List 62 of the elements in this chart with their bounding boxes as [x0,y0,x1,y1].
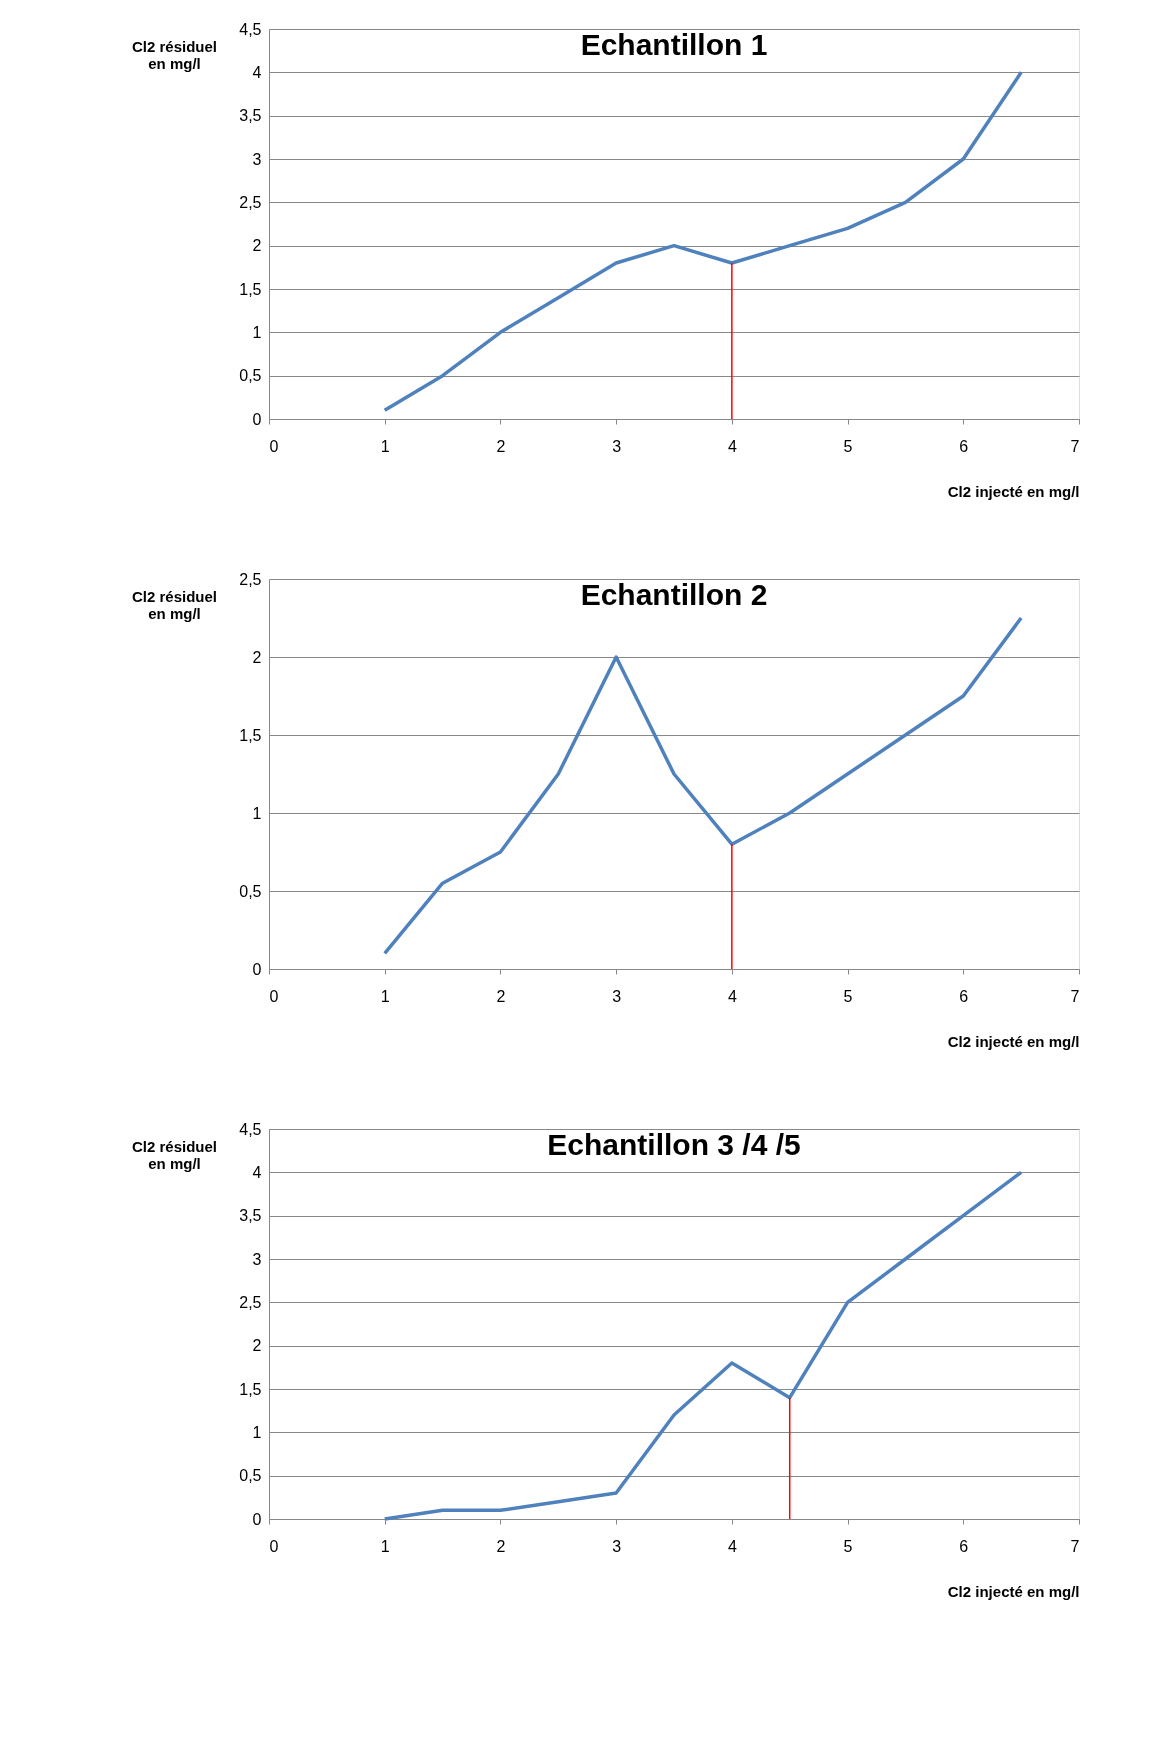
y-tick-label: 1 [252,323,262,341]
x-tick-label: 7 [1070,437,1080,455]
y-tick-label: 2,5 [239,570,262,588]
chart-title: Echantillon 3 /4 /5 [547,1128,801,1161]
y-tick-label: 1,5 [239,726,262,744]
x-tick-label: 6 [959,437,969,455]
x-tick-label: 5 [843,1537,853,1555]
y-tick-label: 1 [252,1423,262,1441]
y-tick-label: 2 [252,237,262,255]
x-tick-label: 1 [380,1537,390,1555]
y-tick-label: 3 [252,150,262,168]
y-axis-title: Cl2 résiduel en mg/l [131,1137,218,1172]
x-tick-label: 4 [727,1537,737,1555]
y-tick-label: 0,5 [239,1467,262,1485]
line-series [382,616,1023,956]
x-tick-label: 3 [612,1537,622,1555]
y-tick-label: 0 [252,1510,262,1528]
y-tick-label: 2 [252,648,262,666]
y-tick-label: 1 [252,804,262,822]
x-tick-label: 0 [269,987,279,1005]
chart-title: Echantillon 2 [580,578,768,611]
y-tick-label: 1,5 [239,1380,262,1398]
x-tick-label: 0 [269,437,279,455]
x-axis-title: Cl2 injecté en mg/l [947,1582,1080,1600]
x-tick-label: 2 [496,987,506,1005]
x-tick-label: 7 [1070,1537,1080,1555]
y-tick-label: 2,5 [239,1293,262,1311]
line-series [382,1170,1023,1521]
x-tick-label: 6 [959,1537,969,1555]
x-tick-label: 1 [380,987,390,1005]
line-series [382,70,1023,413]
y-axis-title: Cl2 résiduel en mg/l [131,587,218,622]
x-tick-label: 5 [843,437,853,455]
y-tick-label: 2 [252,1337,262,1355]
chart-title: Echantillon 1 [580,28,768,61]
y-tick-label: 0 [252,410,262,428]
x-tick-label: 1 [380,437,390,455]
y-tick-label: 4,5 [239,1120,262,1138]
x-tick-label: 2 [496,437,506,455]
y-axis-title: Cl2 résiduel en mg/l [131,37,218,72]
x-tick-label: 2 [496,1537,506,1555]
x-tick-label: 3 [612,987,622,1005]
x-tick-label: 4 [727,437,737,455]
x-axis-title: Cl2 injecté en mg/l [947,1032,1080,1050]
x-tick-label: 6 [959,987,969,1005]
x-tick-label: 5 [843,987,853,1005]
x-tick-label: 7 [1070,987,1080,1005]
y-tick-label: 3 [252,1250,262,1268]
y-tick-label: 4,5 [239,20,262,38]
y-tick-label: 2,5 [239,193,262,211]
x-axis-title: Cl2 injecté en mg/l [947,482,1080,500]
y-tick-label: 0,5 [239,882,262,900]
y-tick-label: 3,5 [239,1207,262,1225]
y-tick-label: 0,5 [239,367,262,385]
y-tick-label: 0 [252,960,262,978]
x-tick-label: 4 [727,987,737,1005]
y-tick-label: 4 [252,63,262,81]
x-tick-label: 0 [269,1537,279,1555]
y-tick-label: 1,5 [239,280,262,298]
y-tick-label: 3,5 [239,107,262,125]
y-tick-label: 4 [252,1163,262,1181]
x-tick-label: 3 [612,437,622,455]
